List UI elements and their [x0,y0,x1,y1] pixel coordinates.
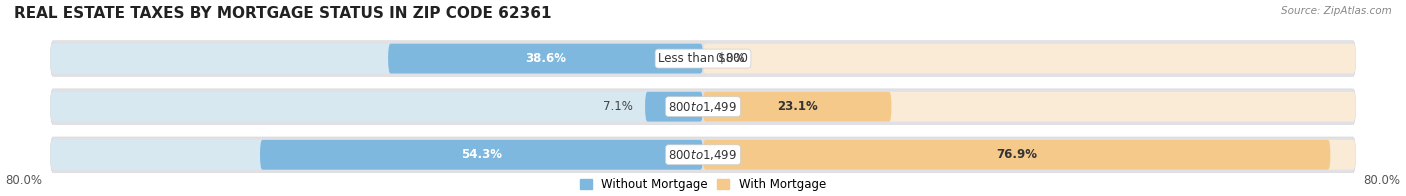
FancyBboxPatch shape [388,44,703,74]
Text: 76.9%: 76.9% [997,148,1038,161]
Text: $800 to $1,499: $800 to $1,499 [668,148,738,162]
Text: Source: ZipAtlas.com: Source: ZipAtlas.com [1281,6,1392,16]
FancyBboxPatch shape [51,89,1355,124]
FancyBboxPatch shape [703,140,1330,170]
FancyBboxPatch shape [260,140,703,170]
FancyBboxPatch shape [51,92,703,122]
Text: 80.0%: 80.0% [6,174,42,188]
Text: 7.1%: 7.1% [603,100,633,113]
FancyBboxPatch shape [645,92,703,122]
FancyBboxPatch shape [51,41,1355,76]
Text: 0.0%: 0.0% [716,52,745,65]
FancyBboxPatch shape [703,140,1355,170]
Text: 54.3%: 54.3% [461,148,502,161]
FancyBboxPatch shape [51,140,703,170]
Legend: Without Mortgage, With Mortgage: Without Mortgage, With Mortgage [575,173,831,196]
Text: $800 to $1,499: $800 to $1,499 [668,100,738,114]
Text: Less than $800: Less than $800 [658,52,748,65]
Text: 23.1%: 23.1% [778,100,818,113]
FancyBboxPatch shape [703,92,891,122]
Text: REAL ESTATE TAXES BY MORTGAGE STATUS IN ZIP CODE 62361: REAL ESTATE TAXES BY MORTGAGE STATUS IN … [14,6,551,21]
FancyBboxPatch shape [51,44,703,74]
Text: 80.0%: 80.0% [1364,174,1400,188]
FancyBboxPatch shape [703,44,1355,74]
FancyBboxPatch shape [51,137,1355,172]
Text: 38.6%: 38.6% [524,52,567,65]
FancyBboxPatch shape [703,92,1355,122]
